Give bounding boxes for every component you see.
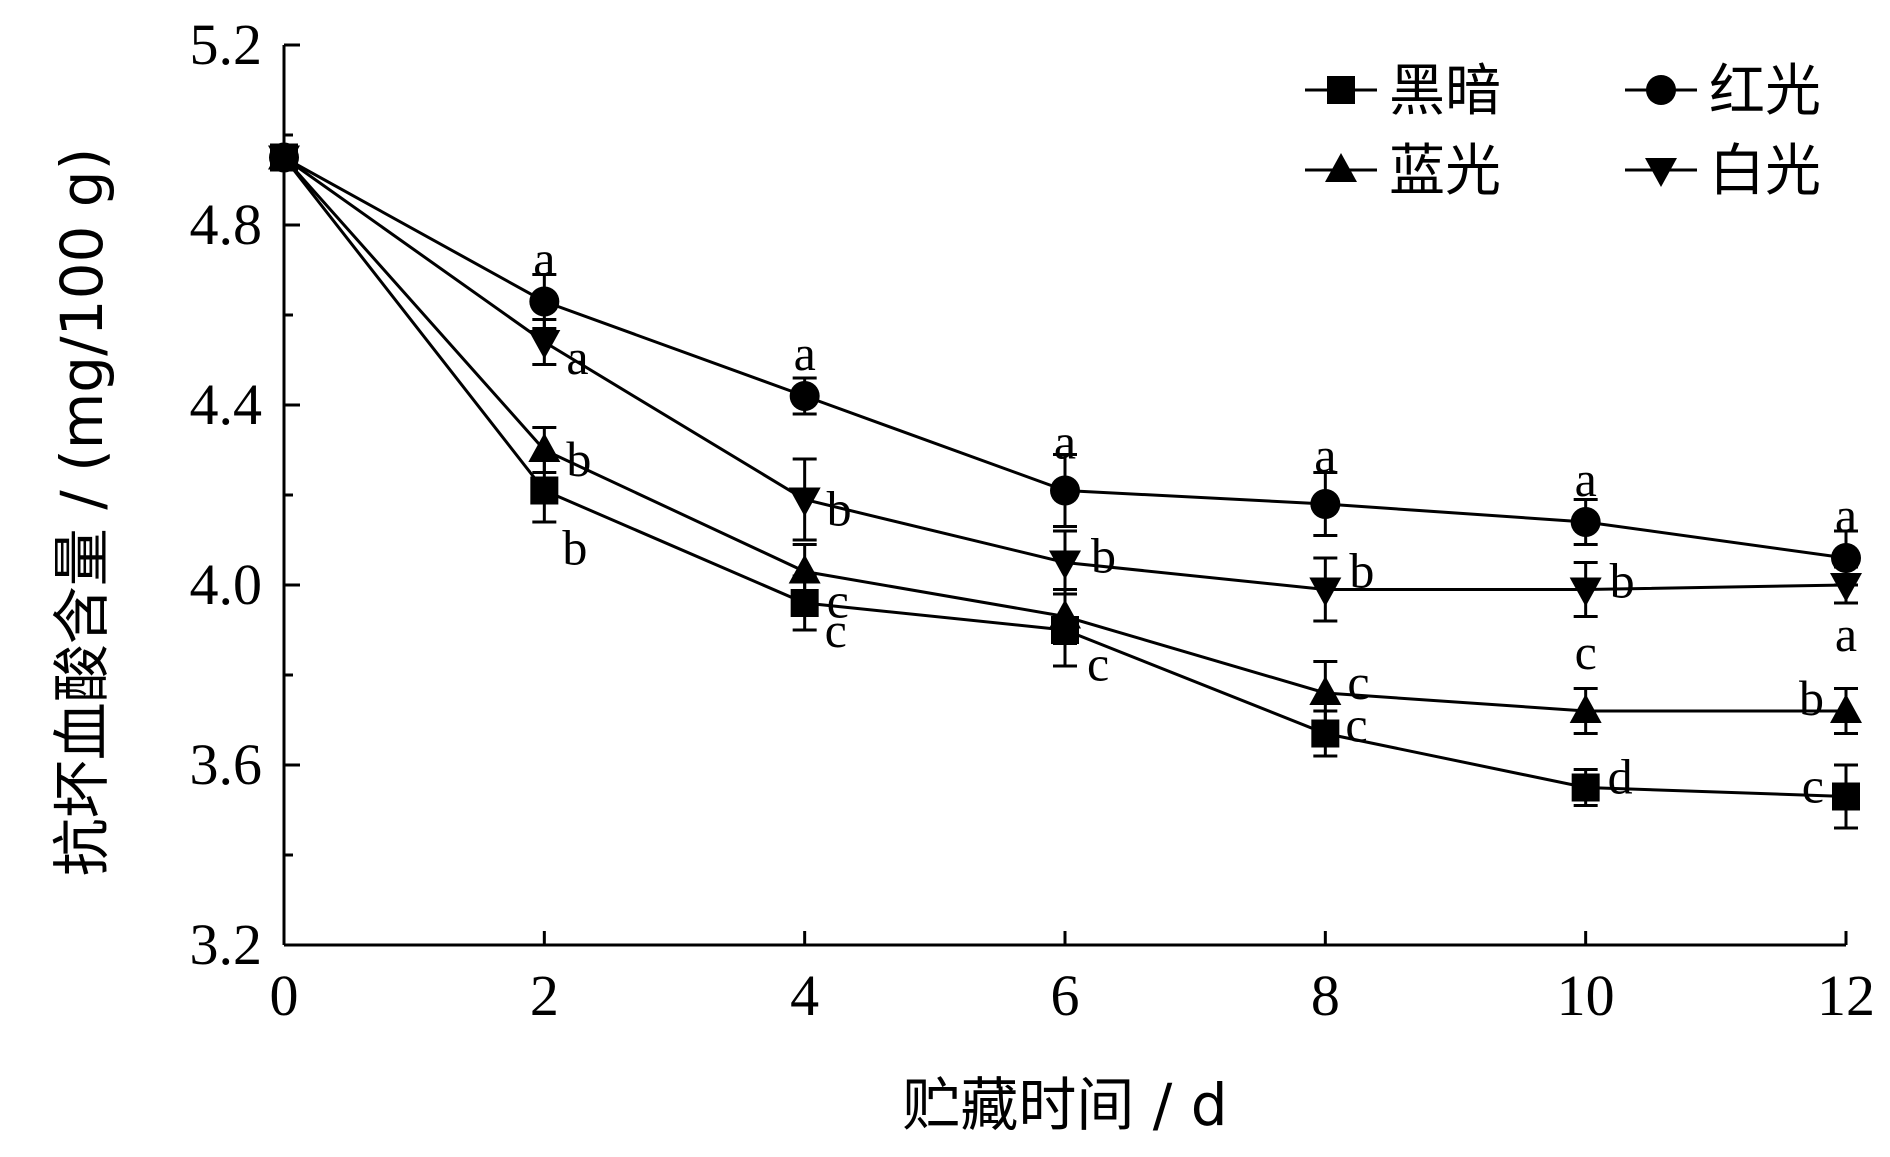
y-tick-label: 3.6 (190, 732, 263, 797)
significance-label: b (1091, 528, 1116, 584)
series-circle: aaa a aa (269, 142, 1861, 587)
data-point (1569, 577, 1602, 607)
x-tick-label: 10 (1557, 963, 1615, 1028)
significance-label: c (1802, 758, 1824, 814)
significance-label: c (1347, 654, 1369, 710)
x-tick-label: 4 (790, 963, 819, 1028)
legend-label: 白光 (1709, 139, 1821, 204)
y-tick-label: 4.4 (190, 372, 263, 437)
legend-entry: 黑暗 (1305, 59, 1501, 124)
data-point (1830, 694, 1862, 723)
significance-label: b (562, 520, 587, 576)
significance-label: a (1575, 451, 1597, 507)
x-tick-label: 6 (1051, 963, 1080, 1028)
data-point (530, 476, 559, 505)
data-point (1570, 507, 1601, 537)
data-point (528, 433, 561, 462)
significance-label: d (1608, 749, 1633, 805)
data-point (1050, 475, 1080, 506)
data-point (529, 286, 560, 317)
data-point (1571, 773, 1600, 802)
legend-marker (1646, 75, 1676, 105)
legend-entry: 红光 (1625, 59, 1821, 124)
series-triangle-up: bcc ccb (268, 140, 1862, 735)
significance-label: b (827, 481, 852, 537)
y-tick-label: 4.8 (190, 192, 263, 257)
legend-entry: 白光 (1625, 139, 1821, 204)
legend-label: 蓝光 (1389, 139, 1501, 204)
y-tick-label: 3.2 (190, 912, 263, 977)
x-tick-label: 0 (270, 963, 299, 1028)
data-point (1049, 599, 1081, 629)
series-triangle-down: abb b ba (268, 145, 1862, 662)
significance-label: a (1314, 427, 1336, 483)
y-axis-title: 抗坏血酸含量 / (mg/100 g) (48, 148, 116, 876)
data-point (1569, 694, 1602, 723)
significance-label: c (825, 602, 847, 658)
significance-label: b (1799, 670, 1824, 726)
x-tick-label: 2 (530, 963, 559, 1028)
legend-marker (1645, 158, 1677, 187)
significance-label: b (1610, 553, 1635, 609)
significance-label: a (533, 231, 555, 287)
significance-label: b (566, 431, 591, 487)
data-point (789, 381, 820, 411)
significance-label: c (1087, 636, 1109, 692)
significance-label: b (1349, 543, 1374, 599)
legend-marker (1327, 76, 1355, 104)
legend-marker (1325, 153, 1357, 182)
significance-label: a (566, 329, 588, 385)
data-point (528, 330, 561, 359)
data-point (1309, 577, 1342, 607)
significance-label: c (1345, 697, 1367, 753)
significance-label: a (794, 325, 816, 381)
x-axis-title: 贮藏时间 / d (902, 1071, 1227, 1139)
y-tick-label: 4.0 (190, 552, 263, 617)
significance-label: a (1835, 606, 1857, 662)
data-point (1049, 550, 1081, 580)
data-point (1309, 676, 1342, 705)
x-tick-label: 8 (1311, 963, 1340, 1028)
significance-label: a (1054, 414, 1076, 470)
axes: 0 2 4 6 8 10 12 3.2 3.6 4.0 4.4 4.8 5.2 (190, 12, 1876, 1028)
significance-label: c (1575, 624, 1597, 680)
data-point (788, 554, 821, 584)
data-point (788, 487, 821, 517)
data-point (1832, 782, 1860, 811)
significance-label: a (1835, 487, 1857, 543)
legend-label: 黑暗 (1389, 59, 1501, 124)
data-point (268, 145, 300, 175)
data-point (1310, 489, 1341, 519)
y-tick-label: 5.2 (190, 12, 263, 77)
legend-label: 红光 (1709, 59, 1821, 124)
data-point (1830, 573, 1862, 602)
x-tick-label: 12 (1817, 963, 1875, 1028)
significance-label: c (827, 573, 849, 629)
legend-entry: 蓝光 (1305, 139, 1501, 204)
